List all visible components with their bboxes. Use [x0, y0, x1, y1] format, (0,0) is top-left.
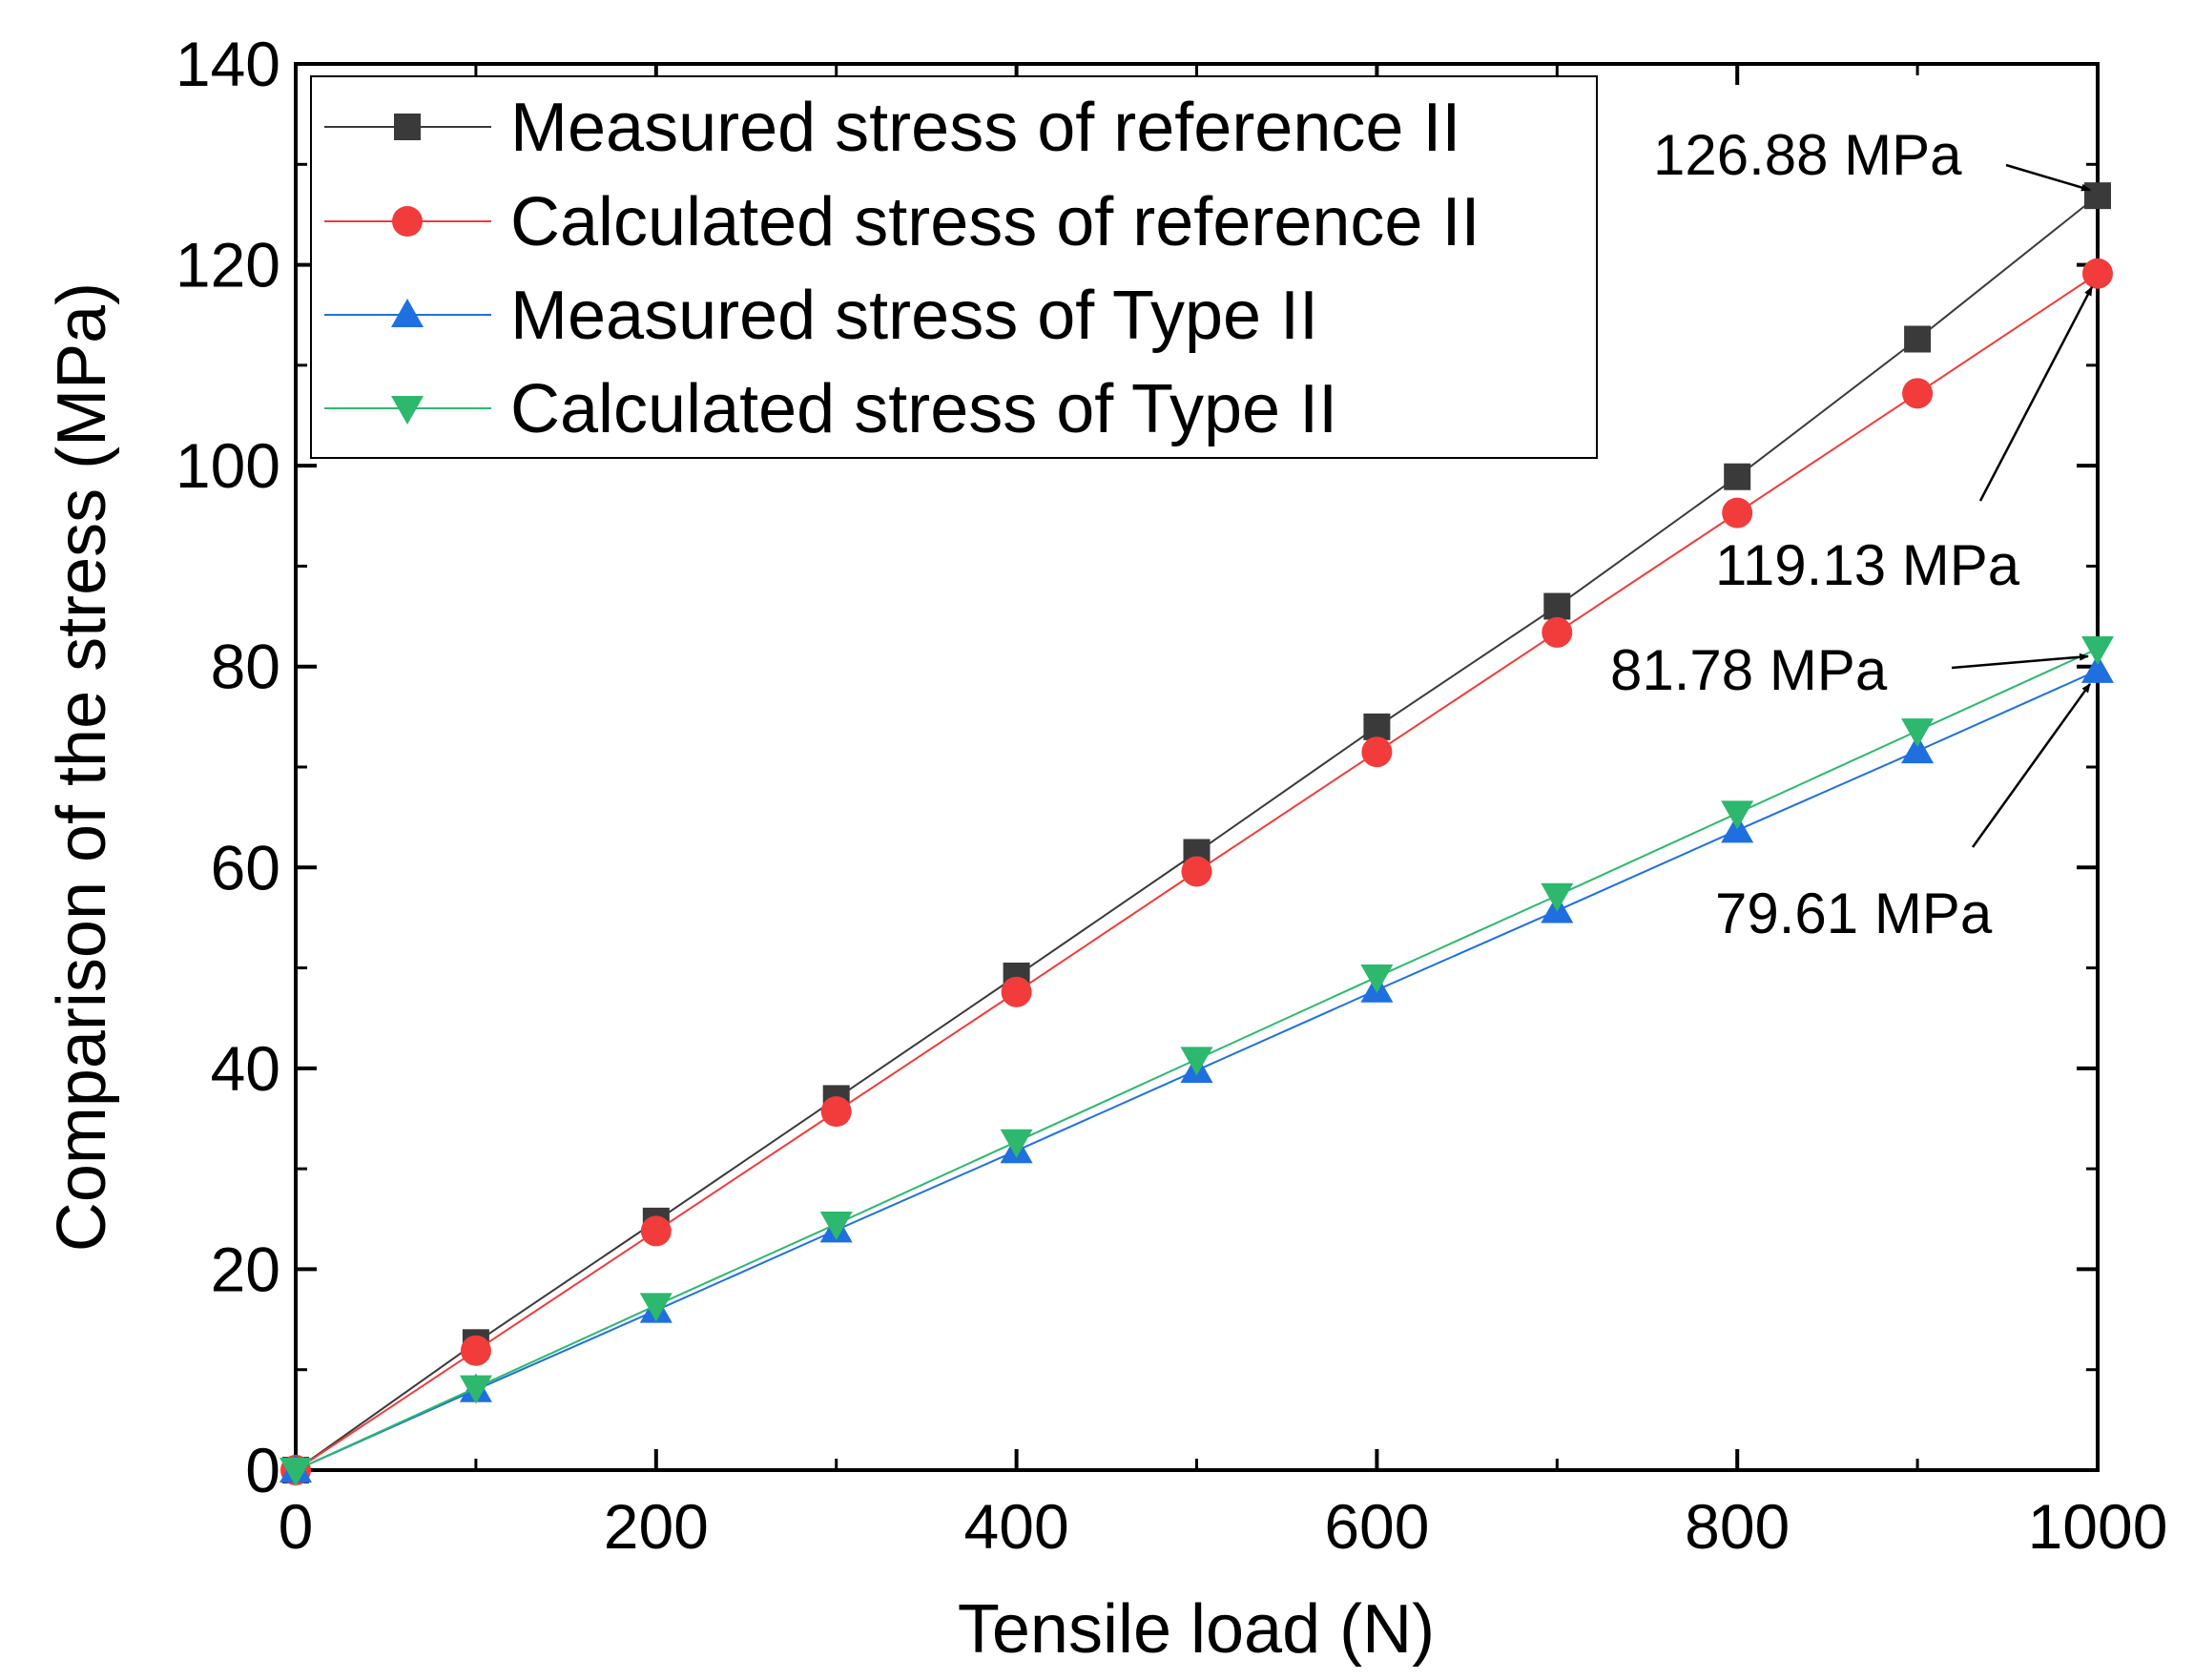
data-point	[1904, 325, 1932, 353]
y-tick-label: 140	[176, 29, 280, 99]
data-point	[1541, 882, 1574, 912]
legend-label: Calculated stress of Type II	[510, 371, 1337, 447]
x-tick-label: 600	[1324, 1491, 1429, 1562]
annotation-label: 81.78 MPa	[1610, 638, 1888, 702]
x-tick-label: 200	[604, 1491, 709, 1562]
y-tick-label: 40	[211, 1033, 280, 1104]
data-point	[1724, 463, 1751, 490]
legend-item: Measured stress of Type II	[324, 278, 1318, 354]
legend-marker	[394, 114, 421, 140]
annotation-label: 79.61 MPa	[1715, 881, 1993, 945]
data-point	[2081, 635, 2114, 665]
y-tick-label: 120	[176, 230, 280, 301]
legend-item: Calculated stress of reference II	[324, 184, 1480, 260]
annotation-arrow	[1978, 285, 2094, 502]
data-point	[1902, 378, 1934, 409]
data-point	[1721, 800, 1754, 830]
annotation-layer: 126.88 MPa 119.13 MPa 81.78 MPa 79.61 MPa	[1610, 123, 2094, 945]
data-point	[820, 1096, 852, 1128]
data-point	[1363, 713, 1391, 740]
data-point	[1722, 497, 1753, 529]
annotation: 119.13 MPa	[1715, 285, 2094, 597]
series-layer	[279, 182, 2114, 1486]
data-point	[1901, 735, 1935, 764]
y-axis-title: Comparison of the stress (MPa)	[44, 282, 120, 1252]
annotation: 81.78 MPa	[1610, 638, 2089, 702]
legend-items: Measured stress of reference II Calculate…	[324, 90, 1480, 447]
legend-marker	[392, 206, 423, 237]
annotation: 79.61 MPa	[1715, 683, 2092, 945]
y-tick-label: 60	[211, 832, 280, 902]
y-tick-label: 20	[211, 1234, 280, 1304]
legend-label: Measured stress of reference II	[510, 90, 1460, 166]
data-point	[460, 1335, 491, 1366]
x-tick-label: 400	[964, 1491, 1069, 1562]
data-point	[1181, 856, 1212, 887]
data-point	[1543, 592, 1571, 620]
x-tick-label: 1000	[2028, 1491, 2168, 1562]
annotation: 126.88 MPa	[1653, 123, 2091, 192]
legend-box	[310, 75, 1598, 459]
data-point	[1000, 1129, 1033, 1158]
data-point	[2084, 182, 2111, 210]
data-point	[819, 1212, 853, 1241]
data-point	[640, 1215, 672, 1247]
data-point	[639, 1293, 673, 1322]
legend-marker	[391, 299, 424, 327]
x-tick-label: 800	[1685, 1491, 1790, 1562]
y-tick-label: 100	[176, 430, 280, 501]
legend-marker	[391, 396, 424, 425]
data-point	[1180, 1047, 1213, 1076]
legend-label: Measured stress of Type II	[510, 278, 1318, 354]
legend-label: Calculated stress of reference II	[510, 184, 1480, 260]
series-4	[279, 635, 2114, 1486]
annotation-arrow	[1951, 653, 2089, 670]
legend-item: Measured stress of reference II	[324, 90, 1460, 166]
y-tick-label: 0	[245, 1435, 280, 1505]
data-point	[1361, 736, 1393, 768]
x-tick-label: 0	[279, 1491, 314, 1562]
x-axis-title: Tensile load (N)	[958, 1591, 1435, 1668]
y-tick-label: 80	[211, 632, 280, 702]
annotation-label: 126.88 MPa	[1653, 123, 1962, 187]
annotation-arrow	[2005, 163, 2091, 192]
x-axis-ticks: 0 200 400 600 800 1000	[279, 64, 2168, 1562]
data-point	[1901, 718, 1935, 748]
legend: Measured stress of reference II Calculate…	[310, 75, 1598, 459]
y-axis-ticks: 0 20 40 60 80 100 120 140	[176, 29, 2098, 1505]
data-point	[2081, 653, 2114, 683]
data-point	[2082, 258, 2113, 289]
data-point	[1001, 976, 1032, 1007]
series-2	[280, 258, 2113, 1485]
data-point	[279, 1458, 312, 1486]
legend-item: Calculated stress of Type II	[324, 371, 1337, 447]
data-point	[1360, 964, 1394, 994]
annotation-arrow	[1971, 683, 2092, 848]
annotation-label: 119.13 MPa	[1715, 533, 2020, 597]
data-point	[459, 1375, 492, 1404]
data-point	[1542, 616, 1573, 648]
